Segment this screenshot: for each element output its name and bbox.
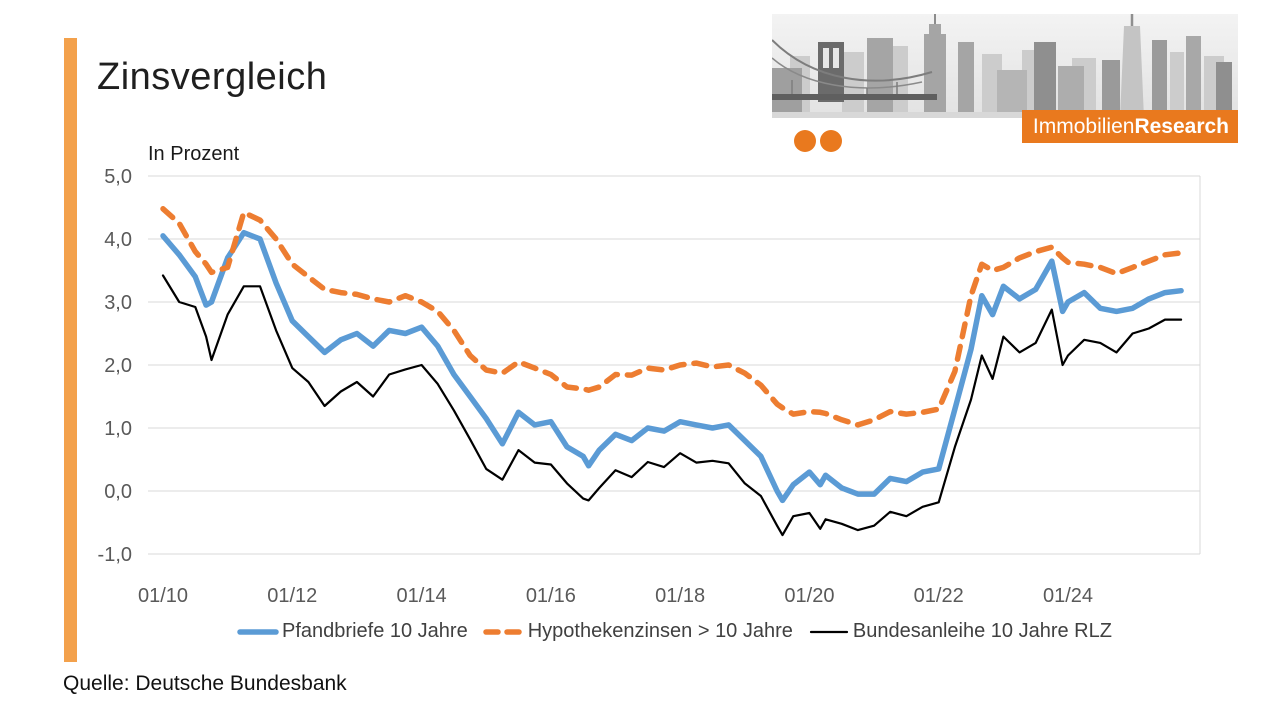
legend-item-3: Bundesanleihe 10 Jahre RLZ <box>807 620 1112 643</box>
skyline-image <box>772 14 1238 118</box>
logo-dot-1 <box>794 130 816 152</box>
chart-legend: Pfandbriefe 10 Jahre Hypothekenzinsen > 1… <box>148 620 1200 643</box>
legend-swatch <box>809 630 849 633</box>
legend-label: Pfandbriefe 10 Jahre <box>282 620 468 642</box>
legend-item-2: Hypothekenzinsen > 10 Jahre <box>482 620 793 643</box>
x-tick-label: 01/20 <box>784 585 834 607</box>
logo-dot-2 <box>820 130 842 152</box>
legend-label: Bundesanleihe 10 Jahre RLZ <box>852 620 1112 642</box>
y-axis-unit-label: In Prozent <box>148 143 240 165</box>
y-tick-label: 0,0 <box>104 481 132 503</box>
series-line-1 <box>160 229 1184 504</box>
x-tick-label: 01/16 <box>526 585 576 607</box>
logo-banner: Immobilien Research <box>1022 110 1238 143</box>
logo-brand-bold: Research <box>1134 115 1229 138</box>
x-tick-label: 01/24 <box>1043 585 1093 607</box>
source-note: Quelle: Deutsche Bundesbank <box>63 672 347 695</box>
y-tick-label: 2,0 <box>104 355 132 377</box>
x-tick-label: 01/18 <box>655 585 705 607</box>
y-tick-label: 3,0 <box>104 292 132 314</box>
series-line-2 <box>160 206 1184 428</box>
x-tick-label: 01/22 <box>914 585 964 607</box>
y-tick-label: 5,0 <box>104 166 132 188</box>
legend-swatch <box>237 628 279 635</box>
logo-block <box>772 14 1238 118</box>
x-tick-label: 01/14 <box>397 585 447 607</box>
legend-swatch <box>482 628 525 635</box>
legend-label: Hypothekenzinsen > 10 Jahre <box>527 620 793 642</box>
x-tick-label: 01/12 <box>267 585 317 607</box>
accent-bar <box>64 38 77 662</box>
series-line-3 <box>161 274 1183 537</box>
y-tick-label: 1,0 <box>104 418 132 440</box>
x-tick-label: 01/10 <box>138 585 188 607</box>
legend-item-1: Pfandbriefe 10 Jahre <box>236 620 468 643</box>
bridge <box>772 39 937 102</box>
logo-brand-regular: Immobilien <box>1032 115 1135 138</box>
page-title: Zinsvergleich <box>97 56 328 98</box>
y-tick-label: -1,0 <box>98 544 132 566</box>
y-tick-label: 4,0 <box>104 229 132 251</box>
